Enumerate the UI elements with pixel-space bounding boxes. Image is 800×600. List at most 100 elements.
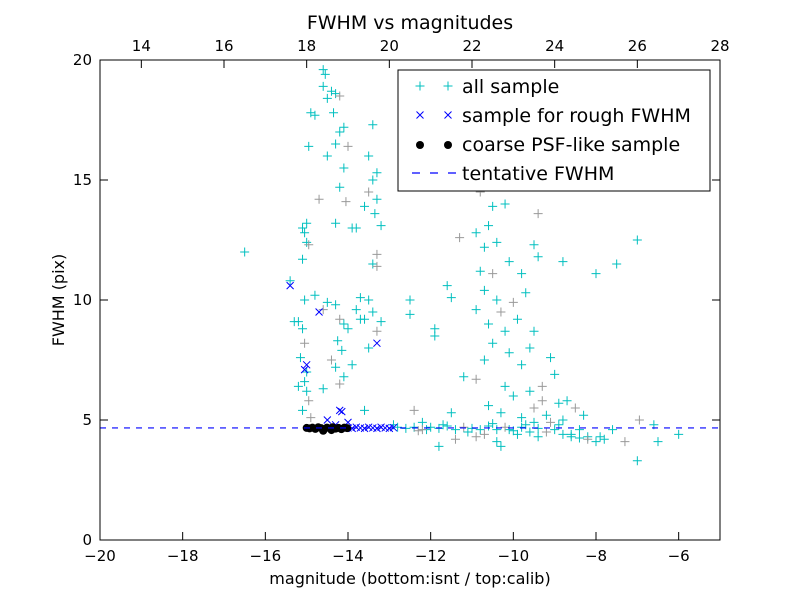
- rough-sample-point: [373, 339, 381, 348]
- all-sample-point: [459, 372, 469, 382]
- all-sample-point: [364, 343, 374, 353]
- all-sample-point: [333, 336, 343, 346]
- all-sample-point: [335, 127, 345, 137]
- all-sample-point: [320, 69, 330, 79]
- all-sample-point: [620, 437, 630, 447]
- all-sample-point: [608, 425, 618, 435]
- legend-markers: [412, 81, 456, 174]
- all-sample-point: [337, 345, 347, 355]
- all-sample-point: [331, 89, 341, 99]
- all-sample-point: [566, 432, 576, 442]
- all-sample-point: [372, 168, 382, 178]
- all-sample-point: [612, 259, 622, 269]
- all-sample-point: [533, 209, 543, 219]
- all-sample-point: [434, 441, 444, 451]
- all-sample-point: [484, 221, 494, 231]
- all-sample-point: [310, 110, 320, 120]
- all-sample-point: [591, 437, 601, 447]
- x-tick-label: −8: [585, 547, 607, 565]
- all-sample-point: [459, 422, 469, 432]
- all-sample-point: [583, 434, 593, 444]
- all-sample-point: [417, 425, 427, 435]
- all-sample-point: [368, 120, 378, 130]
- all-sample-point: [438, 420, 448, 430]
- all-sample-point: [479, 285, 489, 295]
- all-sample-point: [504, 348, 514, 358]
- top-x-tick-label: 18: [297, 37, 316, 55]
- all-sample-point: [335, 314, 345, 324]
- all-sample-point: [302, 386, 312, 396]
- all-sample-point: [293, 381, 303, 391]
- all-sample-point: [300, 295, 310, 305]
- all-sample-point: [322, 93, 332, 103]
- all-sample-point: [326, 355, 336, 365]
- all-sample-point: [322, 297, 332, 307]
- all-sample-point: [289, 317, 299, 327]
- all-sample-point: [300, 377, 310, 387]
- top-x-tick-label: 20: [380, 37, 399, 55]
- x-tick-label: −18: [167, 547, 199, 565]
- all-sample-point: [343, 141, 353, 151]
- all-sample-point: [492, 237, 502, 247]
- all-sample-point: [488, 338, 498, 348]
- all-sample-point: [368, 175, 378, 185]
- all-sample-point: [488, 201, 498, 211]
- all-sample-point: [471, 228, 481, 238]
- all-sample-point: [471, 305, 481, 315]
- all-sample-point: [475, 425, 485, 435]
- y-tick-label: 5: [82, 411, 92, 429]
- y-tick-label: 0: [82, 531, 92, 549]
- all-sample-point: [302, 237, 312, 247]
- all-sample-point: [550, 369, 560, 379]
- all-sample-point: [331, 362, 341, 372]
- all-sample-point: [306, 413, 316, 423]
- all-sample-point: [335, 379, 345, 389]
- all-sample-point: [525, 427, 535, 437]
- all-sample-point: [529, 417, 539, 427]
- all-sample-point: [364, 151, 374, 161]
- all-sample-point: [554, 398, 564, 408]
- all-sample-point: [446, 408, 456, 418]
- all-sample-point: [541, 410, 551, 420]
- all-sample-point: [537, 381, 547, 391]
- top-x-tick-label: 24: [545, 37, 564, 55]
- all-sample-point: [512, 429, 522, 439]
- all-sample-point: [488, 269, 498, 279]
- all-sample-point: [322, 151, 332, 161]
- all-sample-point: [558, 429, 568, 439]
- legend-marker-coarse: [416, 141, 424, 149]
- all-sample-point: [300, 228, 310, 238]
- all-sample-point: [541, 427, 551, 437]
- all-sample-point: [368, 259, 378, 269]
- legend-label-rough: sample for rough FWHM: [462, 105, 691, 127]
- all-sample-point: [298, 324, 308, 334]
- all-sample-point: [558, 257, 568, 267]
- all-sample-point: [302, 218, 312, 228]
- rough-sample-point: [335, 406, 344, 415]
- all-sample-point: [304, 396, 314, 406]
- all-sample-point: [479, 429, 489, 439]
- all-sample-point: [331, 139, 341, 149]
- x-tick-label: −14: [332, 547, 364, 565]
- all-sample-point: [496, 307, 506, 317]
- rough-sample-point: [300, 365, 309, 374]
- all-sample-point: [331, 300, 341, 310]
- all-sample-point: [450, 425, 460, 435]
- top-x-tick-label: 28: [710, 37, 729, 55]
- legend-label-tentative: tentative FWHM: [462, 163, 614, 185]
- all-sample-point: [525, 386, 535, 396]
- all-sample-point: [517, 269, 527, 279]
- all-sample-point: [570, 403, 580, 413]
- all-sample-point: [426, 422, 436, 432]
- all-sample-point: [360, 201, 370, 211]
- legend-marker-all: [415, 81, 425, 91]
- all-sample-point: [492, 295, 502, 305]
- x-tick-label: −6: [668, 547, 690, 565]
- top-x-tick-label: 14: [132, 37, 151, 55]
- all-sample-point: [314, 194, 324, 204]
- data-marks: [100, 65, 720, 466]
- all-sample-point: [525, 343, 535, 353]
- all-sample-point: [318, 65, 328, 75]
- legend-label-coarse: coarse PSF-like sample: [462, 134, 680, 156]
